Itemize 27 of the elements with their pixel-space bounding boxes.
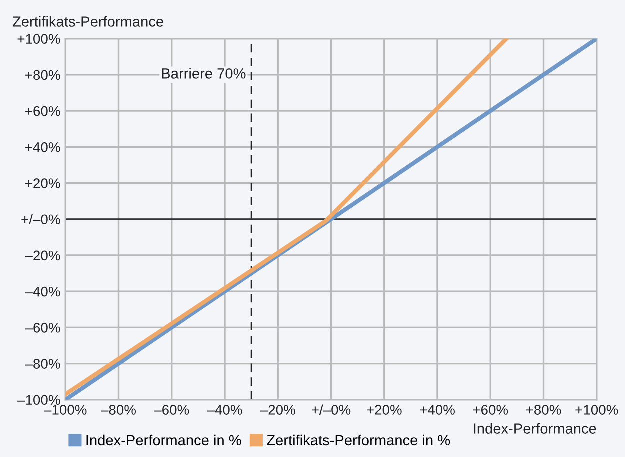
y-tick-label: +100% (18, 34, 60, 44)
x-tick-label: –80% (100, 405, 136, 415)
ref-line-label: Barriere 70% (162, 68, 246, 79)
y-tick-label: +60% (26, 106, 60, 116)
x-tick-label: +/–0% (312, 404, 351, 415)
y-tick-label: –60% (25, 323, 60, 333)
x-tick-label: +20% (367, 405, 402, 415)
legend-label: Zertifikats-Performance in % (267, 434, 450, 446)
y-tick-label: –20% (25, 250, 60, 261)
x-tick-label: +100% (576, 405, 618, 415)
x-tick-label: –40% (207, 405, 242, 415)
y-tick-label: +/–0% (22, 214, 60, 225)
x-axis-title: Index-Performance (474, 423, 596, 434)
x-tick-label: +80% (526, 405, 562, 415)
x-tick-label: +40% (420, 405, 455, 415)
x-tick-label: –60% (154, 405, 190, 415)
y-tick-label: +20% (26, 178, 60, 188)
legend-label: Index-Performance in % (86, 434, 242, 446)
y-tick-label: +80% (26, 70, 60, 80)
y-tick-label: –100% (18, 395, 60, 406)
x-tick-label: –100% (44, 405, 87, 415)
y-tick-label: –40% (25, 286, 60, 297)
y-axis-title: Zertifikats-Performance (12, 16, 164, 27)
y-tick-label: –80% (25, 359, 60, 369)
y-tick-label: +40% (26, 142, 60, 152)
x-tick-label: –20% (260, 405, 296, 415)
x-tick-label: +60% (473, 405, 508, 415)
